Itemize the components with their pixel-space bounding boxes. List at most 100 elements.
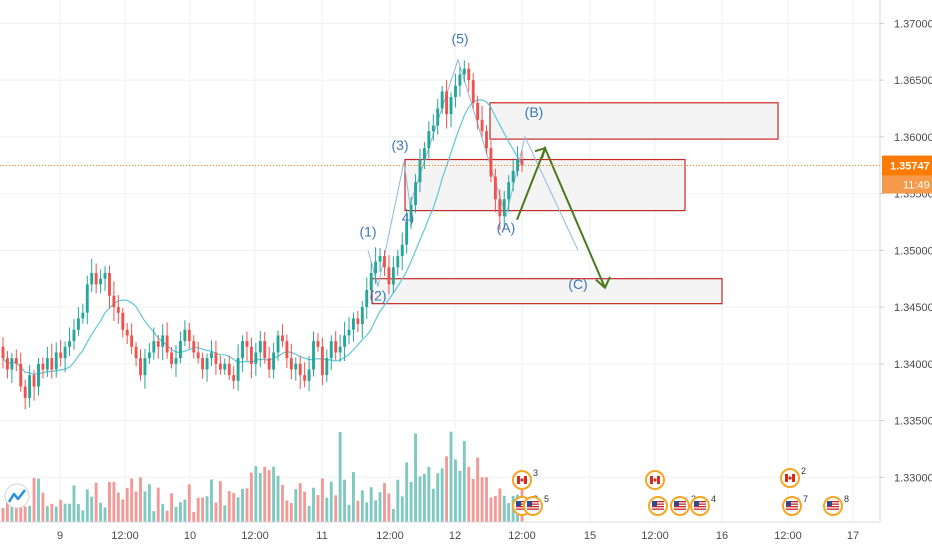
volume-bar: [267, 470, 271, 522]
candle-body: [245, 341, 249, 347]
candle-body: [405, 221, 409, 245]
event-count: 7: [803, 494, 808, 504]
candle-body: [10, 358, 14, 370]
candle-body: [23, 386, 27, 398]
forecast-arrowhead: [595, 276, 611, 290]
volume-bar: [178, 502, 182, 522]
candle-body: [263, 341, 267, 359]
candle-body: [103, 273, 107, 279]
flag-us-canton: [827, 501, 832, 506]
us-event-icon[interactable]: 4: [690, 494, 716, 516]
price-zone: [489, 102, 779, 140]
volume-bar: [454, 459, 457, 522]
candle-body: [236, 358, 240, 381]
candle-body: [476, 102, 480, 120]
wave-label: (3): [391, 137, 408, 153]
volume-bar: [112, 481, 116, 522]
wave-label: (A): [497, 219, 516, 235]
us-event-icon[interactable]: 8: [823, 494, 849, 516]
candle-body: [294, 363, 298, 370]
us-event-icon[interactable]: 7: [782, 494, 808, 516]
flag-us-stripe: [694, 501, 706, 503]
volume-bar: [139, 477, 142, 522]
volume-bar: [152, 511, 156, 522]
candlesticks: [1, 60, 524, 410]
flag-canada-band: [650, 476, 653, 484]
candle-body: [45, 358, 49, 370]
volume-bar: [272, 466, 276, 522]
us-event-icon[interactable]: [648, 496, 668, 516]
flag-canada-band: [524, 476, 527, 484]
volume-bar: [143, 491, 147, 522]
volume-bar: [343, 479, 347, 522]
canada-event-icon[interactable]: 2: [780, 466, 806, 488]
flag-us-stripe: [786, 501, 798, 503]
candle-body: [511, 170, 515, 183]
candle-body: [116, 307, 120, 313]
us-event-icon[interactable]: 5: [523, 494, 549, 516]
canada-event-icon[interactable]: [645, 470, 665, 490]
volume-bar: [414, 433, 417, 522]
event-count: 4: [711, 494, 716, 504]
volume-bar: [334, 495, 338, 522]
price-axis[interactable]: 1.370001.365001.360001.355001.350001.345…: [879, 0, 932, 522]
volume-bar: [249, 472, 253, 522]
flag-us-stripe: [827, 506, 839, 508]
volume-bar: [489, 497, 493, 522]
candle-body: [139, 358, 142, 376]
supply-demand-zones: [371, 102, 779, 305]
candle-body: [183, 329, 187, 342]
candle-body: [210, 352, 213, 359]
volume-bar: [99, 502, 103, 522]
candle-body: [338, 346, 342, 353]
volume-bar: [94, 482, 98, 522]
volume-bar: [449, 431, 453, 522]
flag-us-stripe: [694, 506, 706, 508]
candle-body: [90, 273, 94, 285]
candle-body: [147, 352, 151, 359]
time-axis[interactable]: 9 12:00 10 12:00 11 12:00 12 12:00 15 12:00 16 12:0…: [0, 521, 880, 542]
price-tick-label: 1.37000: [894, 18, 932, 30]
grid-lines: [0, 0, 880, 522]
wave-path: [367, 58, 579, 287]
volume-bar: [63, 503, 67, 522]
candle-body: [325, 358, 329, 376]
volume-bar: [32, 478, 36, 522]
candle-body: [365, 290, 369, 308]
volume-bar: [214, 502, 218, 522]
flag-us-stripe: [652, 508, 664, 510]
candle-body: [50, 358, 54, 370]
wave-label: 4): [402, 210, 414, 226]
candle-body: [32, 375, 36, 387]
candle-body: [387, 267, 391, 285]
candle-body: [320, 346, 324, 376]
tradingview-logo[interactable]: [4, 483, 30, 509]
volume-bar: [458, 470, 462, 522]
volume-bar: [405, 462, 409, 522]
candle-body: [467, 68, 471, 81]
price-zone: [371, 278, 723, 305]
canada-event-icon[interactable]: 3: [512, 468, 538, 490]
volume-bar: [360, 490, 364, 522]
time-tick-label: 10: [184, 530, 196, 542]
candle-body: [258, 341, 262, 353]
candle-body: [99, 278, 103, 285]
economic-event-badges[interactable]: 38534278: [512, 466, 849, 516]
volume-bar: [23, 506, 27, 522]
flag-us-stripe: [527, 508, 539, 510]
volume-bar: [19, 494, 23, 522]
candle-body: [458, 74, 462, 86]
volume-bar: [147, 484, 151, 522]
elliott-wave-lines: [367, 58, 579, 287]
candle-body: [156, 341, 160, 347]
candle-body: [152, 341, 156, 353]
current-price-label-bg: [882, 155, 932, 176]
volume-bar: [409, 481, 413, 522]
candle-body: [143, 358, 147, 376]
volume-bar: [125, 487, 129, 522]
candle-body: [462, 68, 466, 75]
candle-body: [329, 341, 333, 359]
candle-body: [5, 358, 9, 370]
